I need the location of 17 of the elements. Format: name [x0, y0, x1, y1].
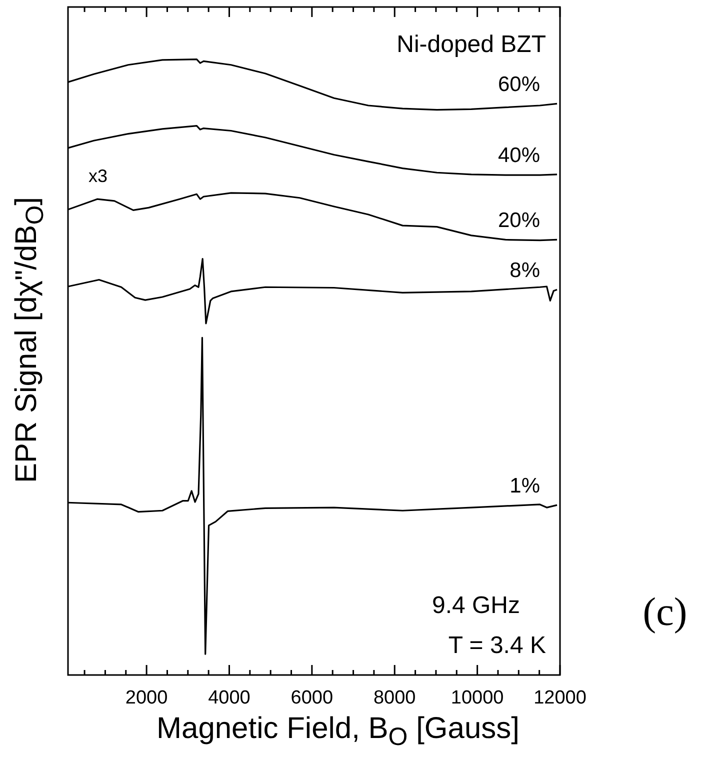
x-axis-title: Magnetic Field, B$_{O}$ [Gauss] [156, 712, 520, 752]
annotation: x3 [88, 166, 108, 186]
series-label: 1% [510, 474, 540, 498]
series-label: 60% [498, 72, 540, 96]
series-label: 40% [498, 144, 540, 167]
x-tick-label: 2000 [125, 688, 168, 709]
series-label: 20% [498, 209, 540, 232]
text: (c) [642, 589, 688, 634]
series-label: 8% [510, 258, 540, 282]
x-tick-label: 12000 [534, 688, 586, 709]
x-tick-label: 10000 [450, 688, 504, 709]
annotation: 9.4 GHz [432, 592, 520, 619]
x-tick-label: 6000 [290, 688, 334, 709]
text: Ni-doped BZT [396, 31, 546, 58]
x-tick-label: 4000 [208, 688, 250, 709]
annotation: T = 3.4 K [448, 632, 546, 659]
x-tick-label: 8000 [373, 688, 416, 709]
